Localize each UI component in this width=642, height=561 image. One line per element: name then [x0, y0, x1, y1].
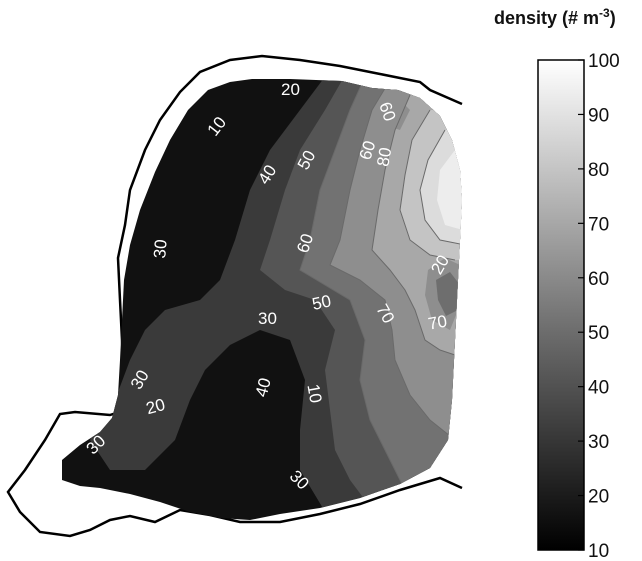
colorbar-tick-label: 80 — [588, 160, 609, 181]
colorbar-tick-label: 40 — [588, 378, 609, 399]
contour-label: 30 — [150, 239, 171, 260]
colorbar-tick-label: 20 — [588, 487, 609, 508]
colorbar: density (# m-3) 10 20 30 40 50 60 70 80 90 100 — [494, 6, 620, 561]
contour-label: 10 — [303, 383, 325, 405]
contour-label: 60 — [356, 138, 380, 162]
colorbar-tick-label: 30 — [588, 432, 609, 453]
contour-label: 70 — [427, 312, 449, 334]
colorbar-gradient — [537, 59, 585, 551]
contour-label: 60 — [293, 231, 317, 255]
colorbar-tick-label: 60 — [588, 269, 609, 290]
colorbar-tick-label: 100 — [588, 51, 620, 72]
contour-label: 50 — [310, 291, 332, 314]
contour-label: 20 — [144, 395, 167, 418]
colorbar-title: density (# m-3) — [494, 6, 616, 28]
colorbar-tick-label: 70 — [588, 214, 609, 235]
colorbar-tick-label: 90 — [588, 105, 609, 126]
contour-label: 40 — [252, 376, 275, 399]
contour-label: 20 — [281, 80, 300, 99]
colorbar-tick-label: 50 — [588, 323, 609, 344]
contour-label: 80 — [373, 146, 395, 168]
colorbar-tick-label: 10 — [588, 541, 609, 561]
contour-label: 30 — [258, 309, 277, 328]
colorbar-ticks: 10 20 30 40 50 60 70 80 90 100 — [578, 51, 620, 561]
